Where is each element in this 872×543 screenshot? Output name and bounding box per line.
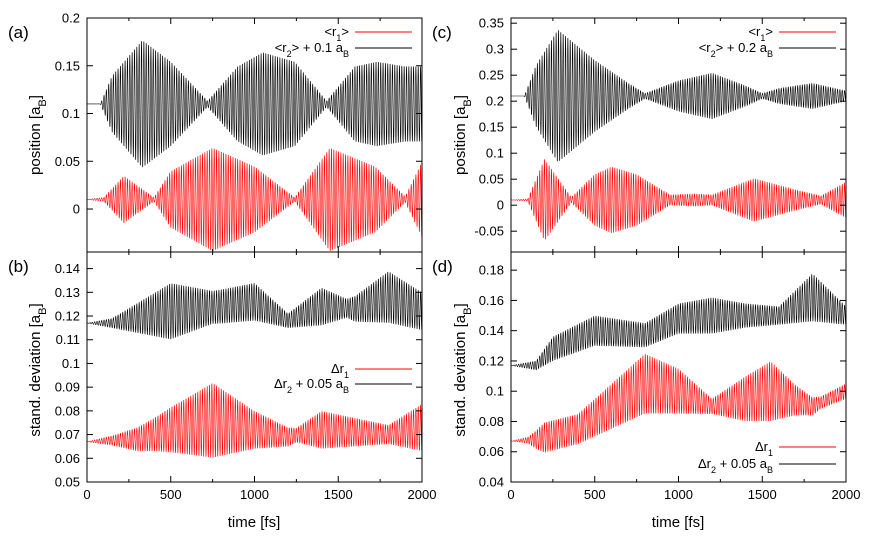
ytick-label-b: 0.14 (55, 261, 80, 276)
ytick-label-c: 0.15 (479, 120, 504, 135)
xtick-label-b: 2000 (408, 487, 437, 502)
panel-b-xlabel: time [fs] (228, 514, 281, 531)
legend-entry-r2: <r2> + 0.1 aB (275, 40, 349, 59)
ytick-label-d: 0.12 (479, 353, 504, 368)
panel-d-yticks: 0.04 0.06 0.08 0.1 0.12 0.14 0.16 0.18 (479, 263, 846, 490)
ytick-label-d: 0.18 (479, 263, 504, 278)
ytick-label-a: 0.15 (55, 58, 80, 73)
panel-b-legend: Δr1 Δr2 + 0.05 aB (274, 361, 412, 395)
ytick-label-d: 0.14 (479, 323, 504, 338)
panel-c: -0.05 0 0.05 0.1 0.15 0.2 0.25 0.3 0.35 (c) posi… (432, 16, 847, 253)
panel-d-xticks: 0 500 1000 1500 2000 (507, 252, 860, 502)
xtick-label-b: 1500 (324, 487, 353, 502)
ytick-label-b: 0.1 (62, 356, 80, 371)
xtick-label-d: 1000 (664, 487, 693, 502)
panel-c-yticks: -0.05 0 0.05 0.1 0.15 0.2 0.25 0.3 0.35 (474, 16, 846, 239)
ytick-label-c: 0.25 (479, 68, 504, 83)
ytick-label-c: 0.3 (486, 42, 504, 57)
panel-b-label: (b) (8, 257, 29, 276)
xtick-label-d: 500 (584, 487, 606, 502)
ytick-label-a: 0.05 (55, 154, 80, 169)
ytick-label-d: 0.04 (479, 475, 504, 490)
series-line-c-1 (511, 159, 846, 240)
ytick-label-c: 0.1 (486, 146, 504, 161)
panel-c-data (511, 30, 846, 240)
legend-entry-c-r1: <r1> (748, 24, 773, 43)
ytick-label-b: 0.08 (55, 403, 80, 418)
series-line-a-2 (87, 41, 422, 168)
panel-a: 0 0.05 0.1 0.15 0.2 (a) position [aB] <r1> <… (8, 11, 423, 253)
panel-d-ylabel: stand. deviation [aB] (452, 303, 474, 436)
ytick-label-d: 0.08 (479, 414, 504, 429)
ytick-label-b: 0.12 (55, 309, 80, 324)
panel-d-xlabel: time [fs] (652, 514, 705, 531)
panel-a-ylabel: position [aB] (27, 95, 49, 175)
series-line-b-1 (87, 383, 422, 458)
series-line-c-2 (511, 30, 846, 162)
ytick-label-c: 0.2 (486, 94, 504, 109)
panel-a-data (87, 41, 422, 251)
ytick-label-a: 0 (73, 202, 80, 217)
ytick-label-d: 0.16 (479, 293, 504, 308)
panel-b-xticks: 0 500 1000 1500 2000 (83, 252, 436, 502)
ytick-label-b: 0.09 (55, 380, 80, 395)
ytick-label-c: 0.05 (479, 172, 504, 187)
series-line-d-2 (511, 274, 846, 371)
legend-entry-dr2: Δr2 + 0.05 aB (274, 376, 349, 395)
ytick-label-b: 0.07 (55, 427, 80, 442)
legend-entry-dr1: Δr1 (331, 361, 349, 380)
panel-b-data (87, 271, 422, 458)
xtick-label-d: 2000 (832, 487, 861, 502)
ytick-label-d: 0.06 (479, 444, 504, 459)
panel-a-xticks (86, 18, 423, 252)
series-line-a-1 (87, 148, 422, 251)
panel-c-label: (c) (432, 23, 452, 42)
series-line-b-2 (87, 271, 422, 340)
panel-a-label: (a) (8, 23, 29, 42)
panel-d: 0.04 0.06 0.08 0.1 0.12 0.14 0.16 0.18 0 500 1000… (432, 251, 860, 531)
panel-c-ylabel: position [aB] (452, 95, 474, 175)
ytick-label-b: 0.11 (56, 332, 80, 347)
panel-c-legend: <r1> <r2> + 0.2 aB (699, 24, 836, 59)
legend-entry-r1: <r1> (324, 24, 349, 43)
panel-d-label: (d) (432, 257, 453, 276)
ytick-label-c: 0.35 (479, 16, 504, 31)
xtick-label-d: 0 (507, 487, 514, 502)
ytick-label-c: -0.05 (474, 224, 504, 239)
xtick-label-b: 1000 (240, 487, 269, 502)
panel-b-yticks: 0.05 0.06 0.07 0.08 0.09 0.1 0.11 0.12 0.13 0.14 (55, 261, 422, 490)
panel-b: 0.050.060.070.080.090.10.110.120.130.14 … (8, 251, 436, 531)
panel-a-legend: <r1> <r2> + 0.1 aB (275, 24, 412, 59)
legend-entry-c-r2: <r2> + 0.2 aB (699, 40, 773, 59)
xtick-label-d: 1500 (748, 487, 777, 502)
legend-entry-d-dr2: Δr2 + 0.05 aB (698, 456, 773, 475)
ytick-label-d: 0.1 (486, 384, 504, 399)
ytick-label-b: 0.05 (55, 475, 80, 490)
panel-d-data (511, 274, 846, 453)
xtick-label-b: 500 (160, 487, 182, 502)
ytick-label-a: 0.2 (62, 11, 80, 26)
panel-a-yticks: 0 0.05 0.1 0.15 0.2 (55, 11, 422, 217)
panel-d-legend: Δr1 Δr2 + 0.05 aB (698, 439, 836, 475)
series-line-d-1 (511, 353, 846, 453)
ytick-label-b: 0.13 (55, 285, 80, 300)
ytick-label-a: 0.1 (62, 106, 80, 121)
xtick-label-b: 0 (83, 487, 90, 502)
legend-entry-d-dr1: Δr1 (755, 439, 773, 458)
ytick-label-b: 0.06 (55, 451, 80, 466)
panel-b-ylabel: stand. deviation [aB] (27, 303, 49, 436)
ytick-label-c: 0 (497, 198, 504, 213)
